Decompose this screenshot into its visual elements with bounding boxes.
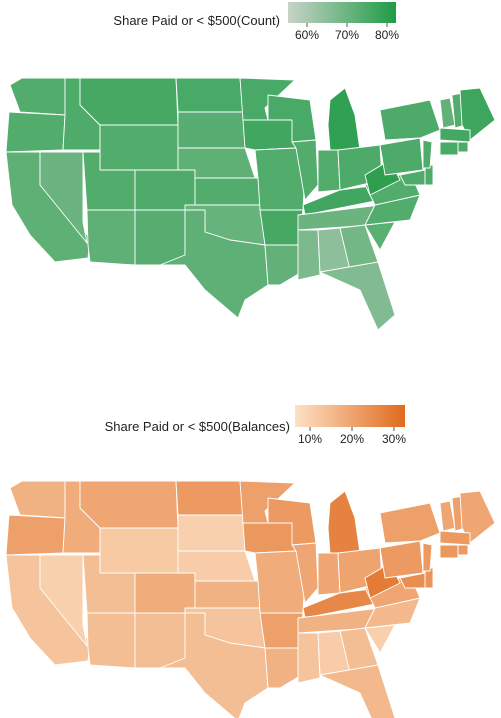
state-nm	[134, 209, 186, 266]
legend-balances: Share Paid or < $500(Balances) 10% 20% 3…	[105, 405, 406, 446]
state-tx	[159, 612, 269, 718]
state-in	[317, 552, 341, 596]
state-la	[264, 244, 306, 286]
state-pa	[379, 540, 424, 579]
state-ny	[379, 502, 441, 544]
state-wy	[99, 527, 179, 574]
state-wy	[99, 124, 179, 171]
state-sd	[177, 111, 246, 149]
state-ms	[297, 229, 321, 281]
state-mn	[239, 480, 296, 524]
state-ms	[297, 632, 321, 684]
legend-tick-label: 10%	[298, 432, 322, 446]
state-wa	[9, 77, 66, 116]
legend-title: Share Paid or < $500(Balances)	[105, 419, 290, 434]
state-ks	[194, 177, 261, 206]
state-az	[86, 209, 136, 266]
state-nv	[39, 151, 88, 244]
state-nm	[134, 612, 186, 669]
state-co	[134, 572, 196, 614]
state-ri	[457, 544, 469, 556]
state-nd	[175, 480, 244, 516]
state-nd	[175, 77, 244, 113]
legend-tick-label: 30%	[382, 432, 406, 446]
state-ri	[457, 141, 469, 153]
state-mt	[79, 480, 179, 529]
legend-title: Share Paid or < $500(Count)	[113, 13, 280, 28]
legend-tick-label: 80%	[375, 28, 399, 42]
state-az	[86, 612, 136, 669]
us-map-balances	[5, 480, 496, 718]
state-nv	[39, 554, 88, 647]
legend-color-bar	[288, 2, 396, 23]
state-il	[291, 542, 319, 604]
state-ct	[439, 544, 459, 559]
state-mn	[239, 77, 296, 121]
state-mt	[79, 77, 179, 126]
state-mi	[327, 490, 361, 554]
state-fl	[319, 261, 396, 331]
state-pa	[379, 137, 424, 176]
state-ct	[439, 141, 459, 156]
state-co	[134, 169, 196, 211]
state-nj	[422, 139, 433, 169]
state-la	[264, 647, 306, 689]
state-ia	[242, 522, 297, 554]
state-sd	[177, 514, 246, 552]
state-mi	[327, 87, 361, 151]
state-wa	[9, 480, 66, 519]
legend-tick-label: 20%	[340, 432, 364, 446]
legend-tick-label: 60%	[295, 28, 319, 42]
state-ny	[379, 99, 441, 141]
state-me	[459, 87, 496, 141]
state-ia	[242, 119, 297, 151]
state-me	[459, 490, 496, 544]
legend-count: Share Paid or < $500(Count) 60% 70% 80%	[113, 2, 399, 42]
legend-color-bar	[295, 405, 405, 427]
us-map-count	[5, 77, 496, 331]
state-fl	[319, 664, 396, 718]
state-ar	[259, 612, 304, 649]
state-nj	[422, 542, 433, 572]
legend-tick-label: 70%	[335, 28, 359, 42]
state-ma	[439, 127, 471, 143]
state-or	[5, 514, 66, 556]
state-ks	[194, 580, 261, 609]
state-il	[291, 139, 319, 201]
state-in	[317, 149, 341, 193]
state-ar	[259, 209, 304, 246]
state-or	[5, 111, 66, 153]
state-tx	[159, 209, 269, 319]
state-ma	[439, 530, 471, 546]
